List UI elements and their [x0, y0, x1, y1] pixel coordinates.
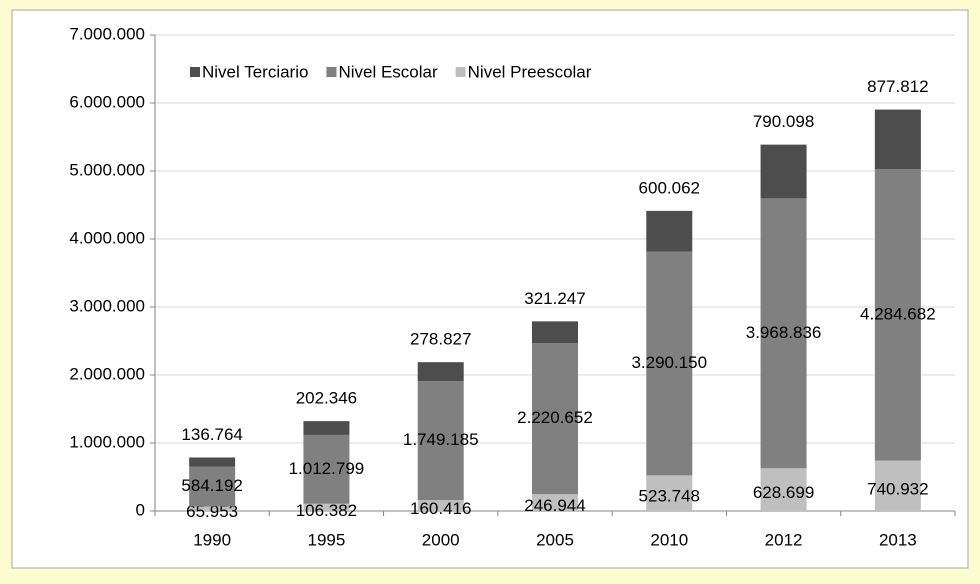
- data-label: 278.827: [410, 330, 471, 349]
- bar-segment: [189, 466, 236, 507]
- x-tick-label: 2012: [765, 530, 803, 549]
- data-label: 600.062: [639, 178, 700, 197]
- data-label: 628.699: [753, 483, 814, 502]
- data-label: 2.220.652: [517, 408, 593, 427]
- data-label: 321.247: [524, 289, 585, 308]
- bar-segment: [646, 210, 693, 252]
- data-label: 3.968.836: [746, 323, 822, 342]
- data-label: 523.748: [639, 487, 700, 506]
- y-tick-label: 4.000.000: [69, 228, 145, 247]
- bar-segment: [874, 109, 921, 170]
- legend-label: Nivel Escolar: [338, 62, 438, 81]
- bar-segment: [874, 460, 921, 511]
- data-label: 3.290.150: [631, 353, 707, 372]
- bar-segment: [417, 381, 464, 501]
- x-tick-label: 2005: [536, 530, 574, 549]
- x-tick-label: 1995: [308, 530, 346, 549]
- bar-segment: [189, 506, 236, 511]
- bar-segment: [303, 434, 350, 504]
- x-tick-label: 1990: [193, 530, 231, 549]
- data-label: 584.192: [181, 476, 242, 495]
- y-tick-label: 3.000.000: [69, 296, 145, 315]
- bar-segment: [874, 169, 921, 461]
- legend-swatch: [326, 67, 337, 77]
- bar-segment: [760, 468, 807, 511]
- bar-segment: [303, 421, 350, 435]
- data-label: 106.382: [296, 501, 357, 520]
- data-label: 136.764: [181, 425, 242, 444]
- bar-segment: [532, 494, 578, 511]
- bar-segment: [417, 500, 464, 511]
- y-tick-label: 5.000.000: [69, 160, 145, 179]
- y-tick-label: 0: [136, 500, 145, 519]
- data-label: 740.932: [867, 479, 928, 498]
- y-tick-label: 6.000.000: [69, 92, 145, 111]
- data-label: 246.944: [524, 496, 585, 515]
- bar-segment: [417, 362, 464, 382]
- legend-swatch: [455, 67, 466, 77]
- y-tick-label: 7.000.000: [69, 24, 145, 43]
- bar-segment: [646, 475, 693, 511]
- data-label: 202.346: [296, 389, 357, 408]
- bar-segment: [760, 198, 807, 469]
- x-tick-label: 2013: [879, 530, 917, 549]
- bar-segment: [532, 343, 578, 495]
- data-label: 4.284.682: [860, 304, 936, 323]
- x-tick-label: 2000: [422, 530, 460, 549]
- data-label: 160.416: [410, 499, 471, 518]
- y-tick-label: 1.000.000: [69, 432, 145, 451]
- x-tick-label: 2010: [650, 530, 688, 549]
- data-label: 1.749.185: [403, 430, 479, 449]
- bar-segment: [646, 251, 693, 476]
- bar-segment: [760, 144, 807, 199]
- legend-label: Nivel Preescolar: [468, 62, 592, 81]
- bar-segment: [532, 321, 578, 344]
- data-label: 790.098: [753, 112, 814, 131]
- data-label: 1.012.799: [289, 459, 365, 478]
- bar-segment: [189, 457, 236, 467]
- y-tick-label: 2.000.000: [69, 364, 145, 383]
- data-label: 65.953: [186, 502, 238, 521]
- legend-swatch: [190, 67, 200, 77]
- bar-segment: [303, 503, 350, 511]
- legend-label: Nivel Terciario: [202, 62, 308, 81]
- data-label: 877.812: [867, 77, 928, 96]
